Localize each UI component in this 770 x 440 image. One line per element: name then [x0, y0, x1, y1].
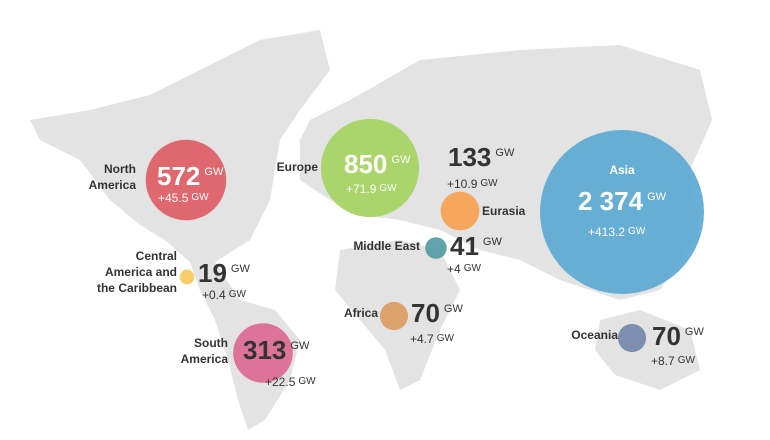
change-value: +22.5 [265, 375, 296, 389]
change-label: +45.5 GW [158, 191, 209, 205]
capacity-label: 41 GW [450, 231, 502, 261]
unit: GW [191, 192, 209, 203]
capacity-value: 41 [450, 231, 479, 261]
unit: GW [290, 340, 310, 352]
change-value: +10.9 [447, 177, 478, 191]
capacity-value: 70 [652, 321, 681, 351]
region-name-line: Eurasia [482, 204, 526, 218]
region-name-line: America and [105, 265, 177, 279]
capacity-value: 70 [411, 298, 440, 328]
change-value: +45.5 [158, 191, 189, 205]
change-label: +71.9 GW [346, 182, 397, 196]
capacity-value: 313 [243, 335, 286, 365]
region-name: Central America and the Caribbean [97, 249, 177, 295]
unit: GW [444, 303, 464, 315]
change-label: +22.5 GW [265, 375, 316, 389]
capacity-value: 850 [344, 149, 387, 179]
capacity-label: 313 GW [243, 335, 310, 365]
change-value: +0.4 [202, 288, 226, 302]
unit: GW [480, 178, 498, 189]
change-label: +4 GW [447, 262, 481, 276]
unit: GW [464, 263, 482, 274]
region-name: Eurasia [482, 204, 526, 218]
region-bubble [617, 323, 647, 353]
region-name-line: Europe [277, 160, 319, 174]
region-bubble [440, 191, 480, 231]
capacity-label: 133 GW [448, 142, 515, 172]
unit: GW [483, 236, 503, 248]
region-name: Middle East [353, 239, 420, 253]
capacity-value: 572 [157, 161, 200, 191]
capacity-label: 70 GW [652, 321, 704, 351]
capacity-label: 19 GW [198, 258, 250, 288]
capacity-label: 572 GW [157, 161, 224, 191]
region-name-line: South [194, 336, 228, 350]
region-bubble [179, 269, 195, 285]
region-name-line: Africa [344, 306, 378, 320]
region-name: Asia [609, 163, 635, 177]
region-name-line: the Caribbean [97, 281, 177, 295]
region-name-line: America [181, 352, 229, 366]
capacity-value: 19 [198, 258, 227, 288]
unit: GW [229, 289, 247, 300]
unit: GW [647, 191, 667, 203]
change-label: +4.7 GW [410, 332, 454, 346]
region-name: Oceania [571, 328, 618, 342]
region-bubble [320, 118, 420, 218]
region-bubble [379, 301, 409, 331]
change-value: +413.2 [588, 225, 625, 239]
region-bubble [540, 130, 704, 294]
region-name: Europe [277, 160, 319, 174]
capacity-label: 850 GW [344, 149, 411, 179]
capacity-value: 2 374 [578, 186, 644, 216]
region-name: South America [181, 336, 229, 366]
unit: GW [379, 183, 397, 194]
unit: GW [298, 376, 316, 387]
unit: GW [685, 326, 705, 338]
capacity-value: 133 [448, 142, 491, 172]
region-name: North America [89, 162, 137, 192]
change-label: +0.4 GW [202, 288, 246, 302]
region-name-line: Middle East [353, 239, 420, 253]
unit: GW [204, 166, 224, 178]
region-bubble [425, 237, 447, 259]
unit: GW [437, 333, 455, 344]
unit: GW [678, 355, 696, 366]
unit: GW [628, 226, 646, 237]
region-name-line: Central [136, 249, 177, 263]
change-value: +4 [447, 262, 461, 276]
capacity-label: 70 GW [411, 298, 463, 328]
change-label: +10.9 GW [447, 177, 498, 191]
change-value: +71.9 [346, 182, 377, 196]
change-value: +4.7 [410, 332, 434, 346]
unit: GW [391, 154, 411, 166]
region-name-line: Asia [609, 163, 635, 177]
region-name-line: North [104, 162, 136, 176]
region-name: Africa [344, 306, 378, 320]
region-name-line: America [89, 178, 137, 192]
region-bubble [145, 139, 227, 221]
change-label: +8.7 GW [651, 354, 695, 368]
region-name-line: Oceania [571, 328, 618, 342]
unit: GW [495, 147, 515, 159]
change-label: +413.2 GW [588, 225, 646, 239]
capacity-label: 2 374 GW [578, 186, 667, 216]
unit: GW [231, 263, 251, 275]
change-value: +8.7 [651, 354, 675, 368]
region-bubble [233, 323, 293, 383]
